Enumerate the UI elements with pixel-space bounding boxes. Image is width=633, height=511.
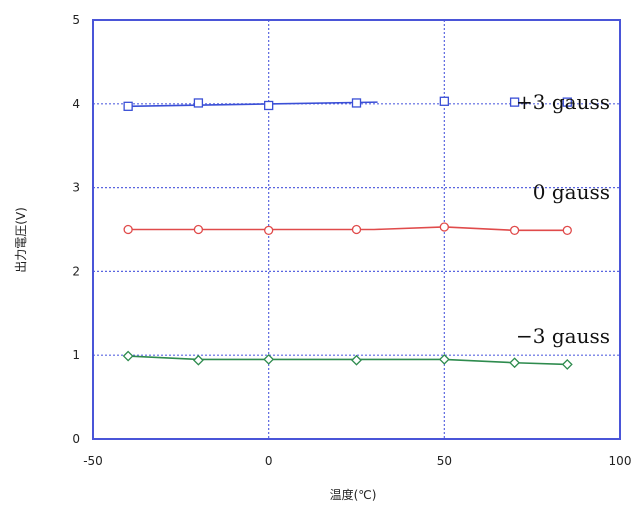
x-tick-label: 0 xyxy=(265,454,273,468)
y-tick-label: 0 xyxy=(72,432,80,446)
data-point xyxy=(264,225,274,235)
series-label: +3 gauss xyxy=(516,90,610,114)
data-point xyxy=(561,358,573,370)
plot-frame xyxy=(92,19,621,440)
x-tick-label: 100 xyxy=(609,454,632,468)
data-point xyxy=(562,97,572,107)
data-point xyxy=(562,225,572,235)
data-point xyxy=(509,97,520,107)
y-axis-title: 出力電圧(V) xyxy=(14,207,28,273)
y-tick-label: 4 xyxy=(72,97,80,111)
data-markers xyxy=(122,96,573,370)
data-point xyxy=(123,224,133,235)
data-point xyxy=(123,101,133,111)
data-point xyxy=(509,357,521,369)
data-point xyxy=(351,224,362,235)
data-point xyxy=(351,98,362,108)
y-tick-label: 2 xyxy=(72,264,80,278)
x-tick-label: 50 xyxy=(437,454,452,468)
data-point xyxy=(439,222,449,232)
series-line xyxy=(128,101,378,108)
data-point xyxy=(263,353,275,365)
y-tick-label: 3 xyxy=(72,181,80,195)
x-tick-label: -50 xyxy=(83,454,103,468)
data-point xyxy=(193,98,204,108)
data-point xyxy=(439,96,449,106)
series-label: −3 gauss xyxy=(516,324,610,348)
y-tick-label: 1 xyxy=(72,348,80,362)
data-point xyxy=(438,353,450,365)
x-tick-labels: -50 0 50 100 xyxy=(83,454,631,468)
y-tick-labels: 0 1 2 3 4 5 xyxy=(72,13,80,446)
data-point xyxy=(193,224,204,235)
data-point xyxy=(509,225,520,235)
series-labels: +3 gauss 0 gauss −3 gauss xyxy=(516,90,610,348)
data-point xyxy=(122,350,134,362)
x-axis-title: 温度(℃) xyxy=(330,487,377,502)
series-label: 0 gauss xyxy=(533,180,610,204)
data-point xyxy=(351,354,362,366)
data-point xyxy=(264,100,274,111)
data-point xyxy=(192,354,204,366)
y-tick-label: 5 xyxy=(72,13,80,27)
